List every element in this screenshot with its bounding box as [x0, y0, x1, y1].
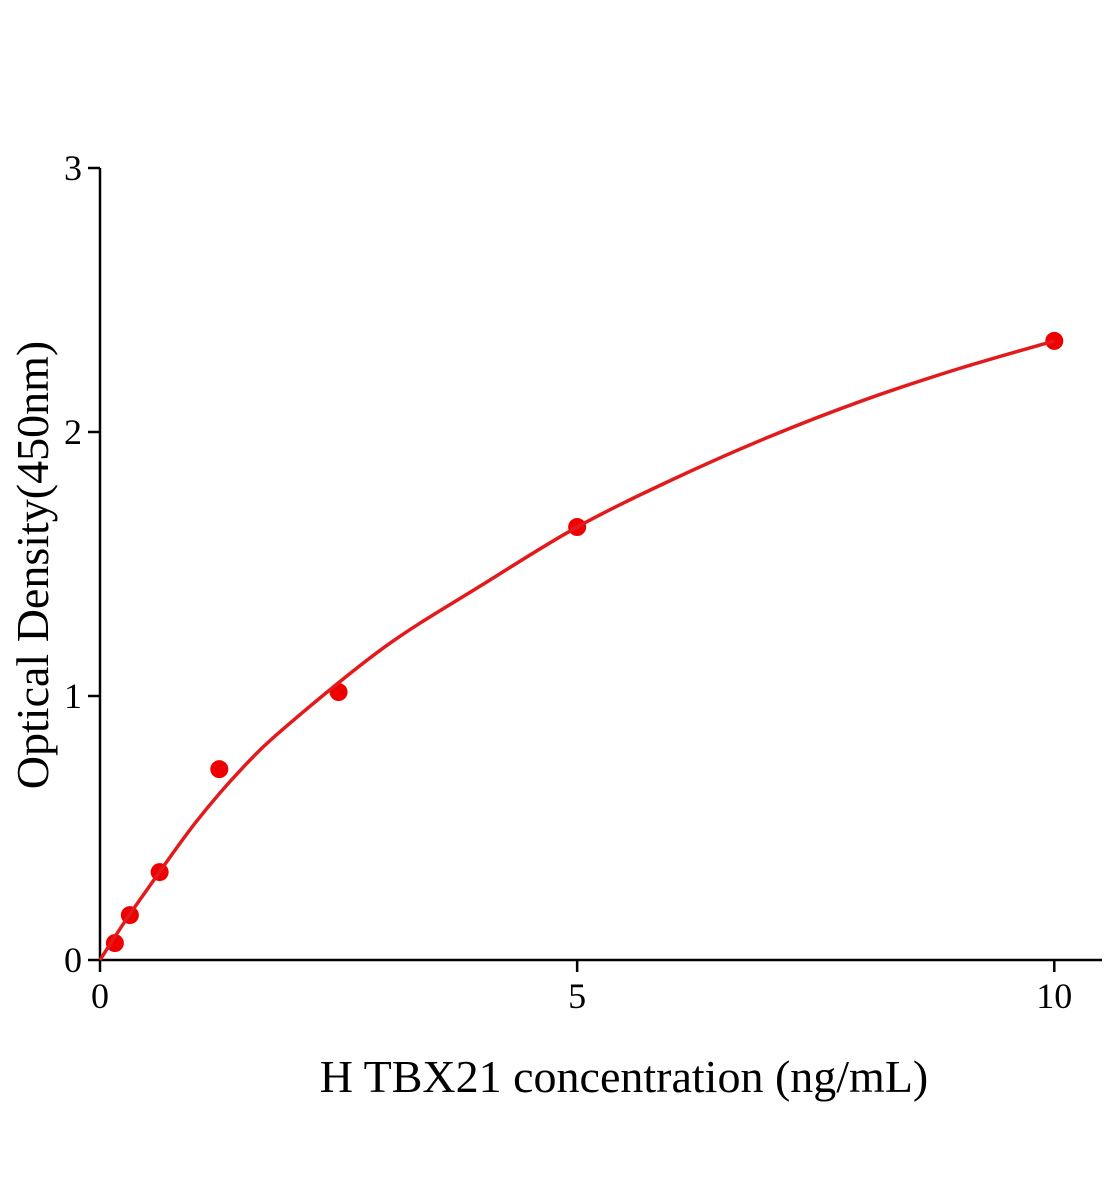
fit-line	[98, 339, 1055, 961]
data-point	[105, 934, 124, 953]
y-tick-label: 3	[64, 148, 82, 188]
data-point	[210, 760, 229, 779]
y-tick-label: 0	[64, 940, 82, 980]
y-axis-label: Optical Density(450nm)	[7, 341, 58, 789]
y-tick-label: 1	[64, 676, 82, 716]
x-tick-label: 10	[1036, 976, 1072, 1016]
x-tick-label: 0	[91, 976, 109, 1016]
y-tick-label: 2	[64, 412, 82, 452]
x-tick-label: 5	[568, 976, 586, 1016]
x-axis-label: H TBX21 concentration (ng/mL)	[320, 1051, 929, 1102]
